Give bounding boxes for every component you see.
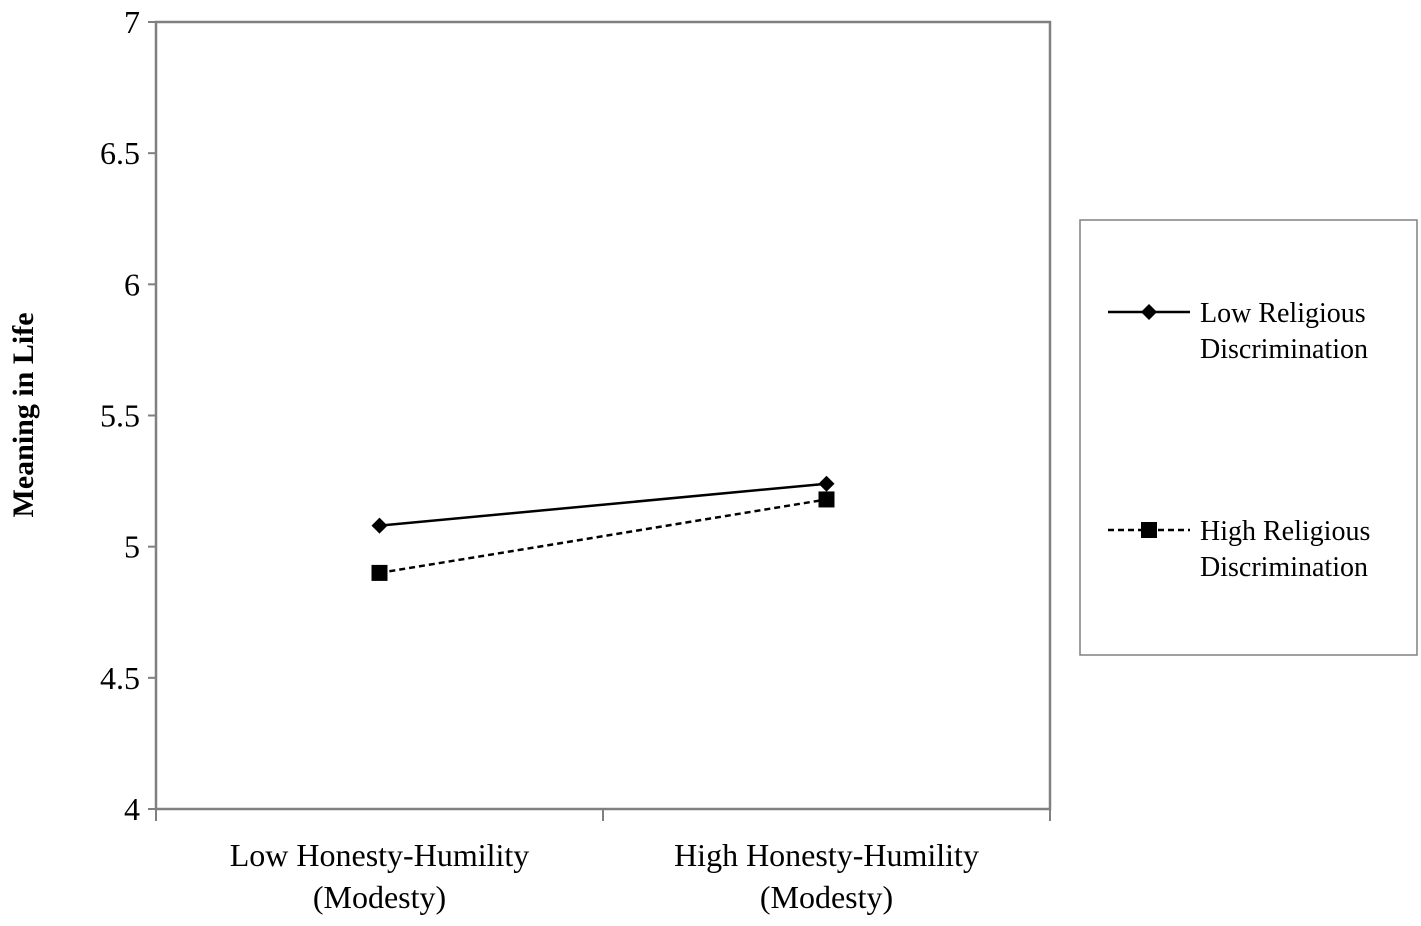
legend-items: Low Religious Discrimination High Religiou… [1108, 298, 1370, 583]
legend-label: Low Religious Discrimination [1200, 298, 1368, 365]
series-layer [371, 475, 835, 581]
legend-label: High Religious Discrimination [1200, 516, 1370, 583]
y-tick-label: 4.5 [100, 660, 140, 696]
y-tick-label: 6 [124, 266, 140, 302]
y-tick-label: 6.5 [100, 135, 140, 171]
x-tick-label: High Honesty-Humility (Modesty) [674, 837, 979, 915]
legend-frame [1079, 219, 1418, 656]
y-tick-label: 5.5 [100, 398, 140, 434]
legend-marker-square [1141, 522, 1157, 538]
series-line [379, 498, 827, 575]
series-line [379, 482, 827, 527]
legend-marker-diamond [1141, 304, 1157, 320]
y-tick-label: 4 [124, 791, 140, 827]
data-point-diamond [818, 475, 835, 492]
y-tick-label: 5 [124, 529, 140, 565]
x-axis-ticks: Low Honesty-Humility (Modesty) High Honest… [155, 809, 1051, 915]
legend-entry: Low Religious Discrimination [1108, 298, 1368, 365]
data-point-square [818, 491, 835, 508]
plot-area-frame [154, 20, 1052, 811]
data-point-diamond [371, 517, 388, 534]
x-tick-label: Low Honesty-Humility (Modesty) [230, 837, 530, 915]
data-point-square [371, 564, 388, 581]
y-tick-label: 7 [124, 4, 140, 40]
y-axis-title: Meaning in Life [7, 312, 40, 517]
legend: Low Religious Discrimination High Religiou… [1079, 219, 1418, 656]
series-1 [371, 475, 835, 534]
y-axis-ticks: 4 4.5 5 5.5 6 6.5 7 [100, 4, 156, 827]
series-2 [371, 491, 835, 581]
legend-entry: High Religious Discrimination [1108, 516, 1370, 583]
